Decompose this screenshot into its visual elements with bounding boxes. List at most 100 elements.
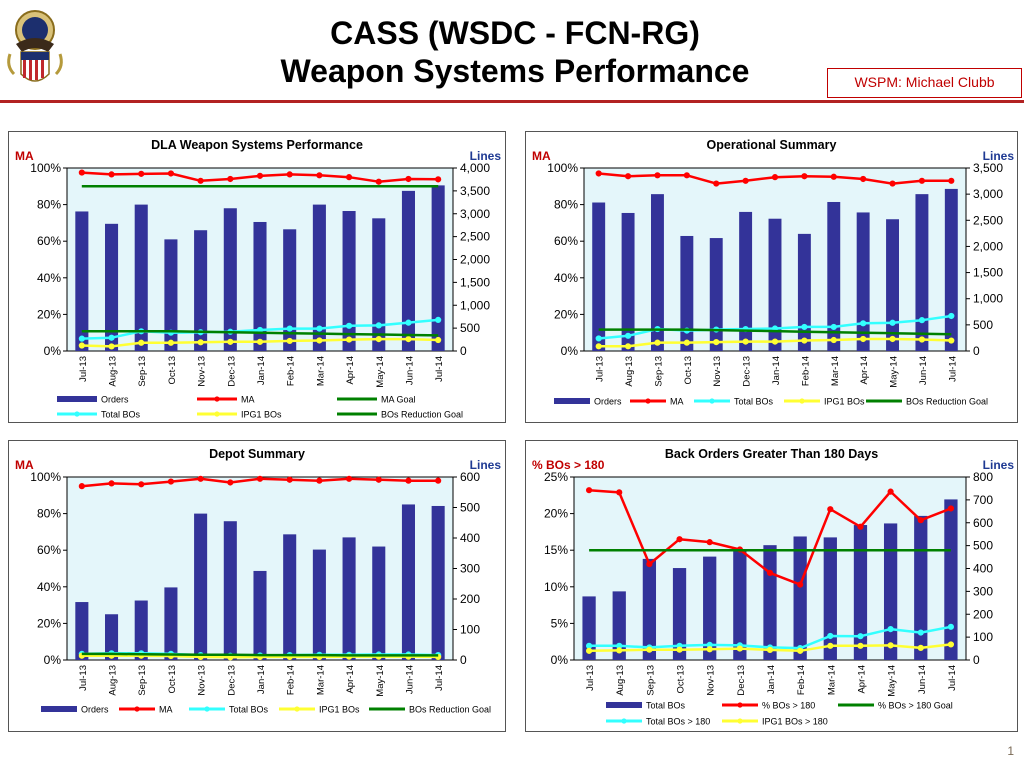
legend-label-total-bos: Total BOs xyxy=(646,701,686,711)
point-ma xyxy=(286,476,293,483)
category-label: Nov-13 xyxy=(197,665,208,696)
bar-total-bos xyxy=(672,568,687,660)
bar-total-bos xyxy=(763,545,777,660)
category-label: Dec-13 xyxy=(226,665,237,696)
bar-total-bos xyxy=(793,536,807,660)
category-label: Sep-13 xyxy=(137,665,148,696)
point-ipg1-bos-180 xyxy=(827,642,834,649)
bar-orders xyxy=(372,218,386,351)
point-ma xyxy=(197,475,204,482)
legend-label-total-bos: Total BOs xyxy=(101,410,141,420)
point-ma xyxy=(138,481,145,488)
point-ipg1-bos xyxy=(683,339,690,346)
point-ma xyxy=(860,175,867,183)
point-total-bos xyxy=(889,319,896,326)
point-total-bos xyxy=(801,323,808,331)
right-tick-label: 3,500 xyxy=(973,161,1003,175)
bar-orders xyxy=(312,549,326,660)
category-label: Sep-13 xyxy=(137,356,148,387)
point-ma xyxy=(227,175,234,183)
right-tick-label: 200 xyxy=(460,592,480,606)
legend-label-orders: Orders xyxy=(594,397,622,407)
right-tick-label: 0 xyxy=(460,344,467,358)
left-tick-label: 20% xyxy=(37,616,61,630)
chart-panel-depot-summary: Depot Summary MA Lines 0% 20% 40% 60% 80% 100% 0 1… xyxy=(8,440,506,732)
point-total-bos xyxy=(860,320,867,327)
point-ipg1-bos xyxy=(197,339,204,346)
chart-title-dla-weapon-systems-performance: DLA Weapon Systems Performance xyxy=(151,138,363,152)
category-label: Feb-14 xyxy=(796,665,807,695)
category-label: Jan-14 xyxy=(256,356,267,385)
point-ipg1-bos xyxy=(918,336,926,343)
right-tick-label: 1,000 xyxy=(973,292,1003,306)
point-total-bos xyxy=(435,316,442,323)
point-ma xyxy=(345,174,353,181)
left-tick-label: 20% xyxy=(554,307,578,321)
left-tick-label: 60% xyxy=(37,543,61,557)
bar-orders xyxy=(401,190,415,351)
point-bos-180 xyxy=(766,569,774,576)
bar-orders xyxy=(134,600,148,660)
point-ipg1-bos xyxy=(227,338,234,345)
bar-orders xyxy=(105,614,119,660)
bar-orders xyxy=(342,537,356,660)
right-axis-title: Lines xyxy=(470,149,502,163)
point-total-bos xyxy=(595,335,602,342)
category-label: Oct-13 xyxy=(683,356,694,385)
left-tick-label: 40% xyxy=(37,580,61,594)
point-bos-180 xyxy=(947,505,955,512)
category-label: Feb-14 xyxy=(286,356,297,386)
category-label: Jun-14 xyxy=(918,356,929,385)
right-tick-label: 2,000 xyxy=(973,239,1003,253)
point-ipg1-bos xyxy=(167,339,175,346)
point-total-bos-180 xyxy=(857,633,864,640)
point-ipg1-bos xyxy=(595,343,602,350)
left-axis-title: % BOs > 180 xyxy=(532,458,605,472)
legend-label-bos-180-goal: % BOs > 180 Goal xyxy=(878,701,953,711)
right-tick-label: 100 xyxy=(973,630,993,644)
bar-orders xyxy=(164,239,178,351)
point-bos-180 xyxy=(706,539,713,546)
left-tick-label: 100% xyxy=(30,470,61,484)
point-total-bos-180 xyxy=(887,626,894,633)
point-bos-180 xyxy=(646,561,653,568)
right-tick-label: 4,000 xyxy=(460,161,490,175)
point-ipg1-bos xyxy=(771,338,779,345)
bar-orders xyxy=(650,194,664,351)
point-ma xyxy=(197,177,204,184)
right-tick-label: 3,000 xyxy=(973,187,1003,201)
point-ipg1-bos-180 xyxy=(766,646,774,654)
point-ma xyxy=(167,478,175,485)
chart-title-depot-summary: Depot Summary xyxy=(209,447,305,461)
point-total-bos xyxy=(624,332,632,339)
point-ma xyxy=(78,483,85,490)
right-axis-title: Lines xyxy=(983,458,1015,472)
category-label: Dec-13 xyxy=(742,356,753,387)
bar-orders xyxy=(431,505,445,660)
bar-orders xyxy=(75,602,89,660)
point-total-bos xyxy=(830,323,837,331)
left-axis-title: MA xyxy=(532,149,551,163)
category-label: Apr-14 xyxy=(345,356,356,385)
bar-total-bos xyxy=(642,558,657,660)
point-bos-180 xyxy=(676,536,683,543)
legend-marker-total-bos xyxy=(204,706,210,712)
right-tick-label: 0 xyxy=(973,653,980,667)
category-label: Apr-14 xyxy=(856,665,867,694)
point-ipg1-bos-180 xyxy=(585,647,593,654)
legend-label-total-bos: Total BOs xyxy=(229,705,269,715)
bar-orders xyxy=(253,570,267,660)
point-ma xyxy=(435,477,442,484)
bar-total-bos xyxy=(883,523,898,660)
legend-label-ma: MA xyxy=(670,397,684,407)
bar-orders xyxy=(915,194,929,351)
right-tick-label: 400 xyxy=(460,531,480,545)
left-tick-label: 40% xyxy=(37,271,61,285)
point-ipg1-bos-180 xyxy=(646,646,653,653)
bar-orders xyxy=(621,212,635,351)
point-total-bos-180 xyxy=(917,629,924,636)
bar-total-bos xyxy=(853,525,868,660)
chart-panel-dla-weapon-systems: DLA Weapon Systems Performance MA Lines 0% 2… xyxy=(8,131,506,423)
bar-orders xyxy=(194,230,208,351)
chart-back-orders-greater-than-180-days: Back Orders Greater Than 180 Days % BOs >… xyxy=(532,447,1015,727)
